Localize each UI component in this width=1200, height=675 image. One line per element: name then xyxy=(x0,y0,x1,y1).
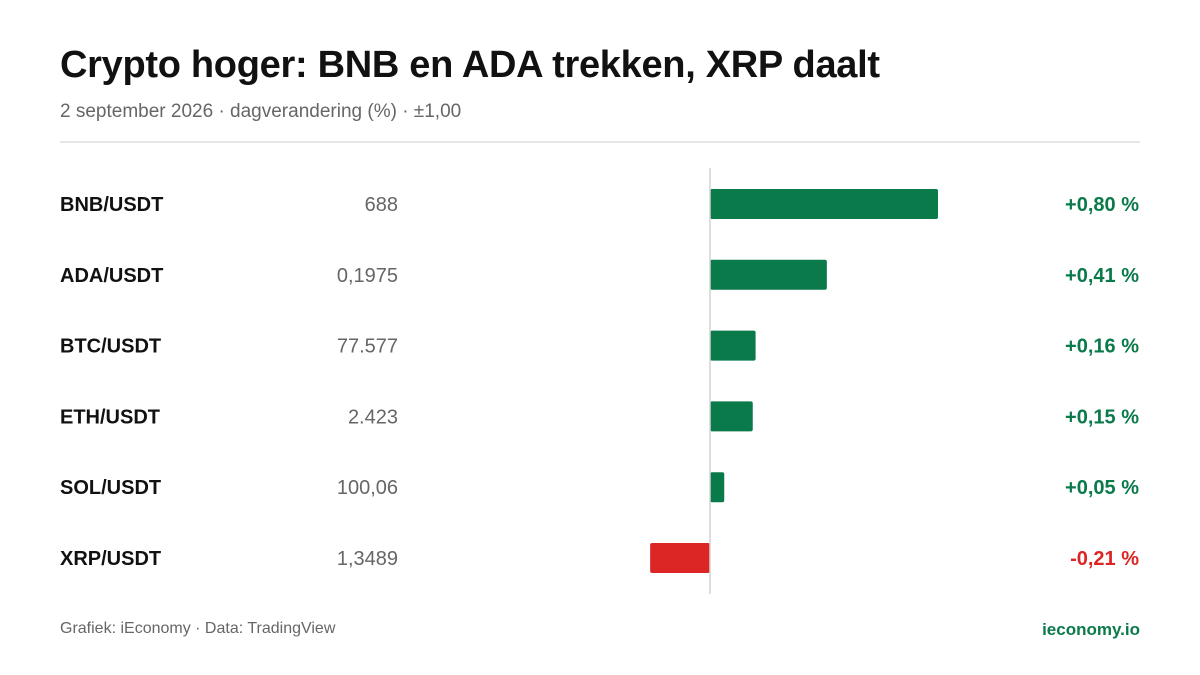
price-label: 1,3489 xyxy=(337,548,398,570)
price-label: 100,06 xyxy=(337,477,398,499)
change-label: -0,21 % xyxy=(1070,548,1139,570)
bar xyxy=(710,259,827,290)
pair-label: BTC/USDT xyxy=(60,336,161,358)
pair-label: XRP/USDT xyxy=(60,548,161,570)
price-label: 2.423 xyxy=(348,406,398,428)
pair-label: SOL/USDT xyxy=(60,477,161,499)
footer-credit: Grafiek: iEconomy · Data: TradingView xyxy=(60,620,336,637)
bar xyxy=(710,472,725,503)
change-label: +0,16 % xyxy=(1065,336,1139,358)
bar xyxy=(650,543,710,573)
change-label: +0,80 % xyxy=(1065,194,1139,216)
pair-label: ADA/USDT xyxy=(60,265,163,287)
change-label: +0,05 % xyxy=(1065,477,1139,499)
bar xyxy=(710,401,753,432)
bar xyxy=(710,189,938,219)
chart-subtitle: 2 september 2026 · dagverandering (%) · … xyxy=(60,101,462,122)
price-label: 0,1975 xyxy=(337,265,398,287)
bar xyxy=(710,330,756,361)
chart-title: Crypto hoger: BNB en ADA trekken, XRP da… xyxy=(60,44,880,86)
change-label: +0,15 % xyxy=(1065,406,1139,428)
price-label: 688 xyxy=(365,194,398,216)
pair-label: BNB/USDT xyxy=(60,194,163,216)
pair-label: ETH/USDT xyxy=(60,406,160,428)
price-label: 77.577 xyxy=(337,336,398,358)
change-label: +0,41 % xyxy=(1065,265,1139,287)
header-divider xyxy=(60,141,1140,143)
footer-brand-link[interactable]: ieconomy.io xyxy=(1042,620,1140,639)
